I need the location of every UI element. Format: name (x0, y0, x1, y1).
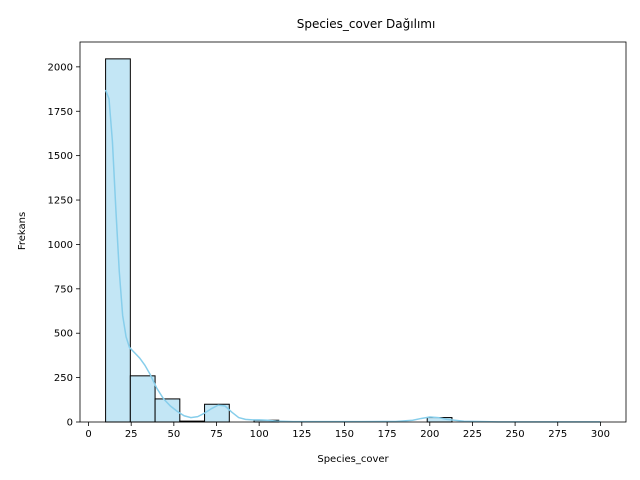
x-tick-label-25: 25 (125, 429, 138, 440)
x-tick-label-275: 275 (548, 429, 567, 440)
x-tick-label-0: 0 (85, 429, 91, 440)
x-axis-label: Species_cover (317, 454, 389, 465)
x-tick-label-100: 100 (250, 429, 269, 440)
x-tick-label-225: 225 (463, 429, 482, 440)
kde-curve (104, 89, 601, 423)
x-tick-label-150: 150 (335, 429, 354, 440)
x-tick-label-125: 125 (292, 429, 311, 440)
x-tick-label-300: 300 (591, 429, 610, 440)
x-tick-label-250: 250 (506, 429, 525, 440)
y-axis-ticks: 0 250 500 750 1000 1250 1500 1750 2000 (48, 62, 80, 429)
y-tick-label-250: 250 (54, 373, 73, 384)
chart-title: Species_cover Dağılımı (297, 17, 436, 31)
x-tick-label-200: 200 (420, 429, 439, 440)
y-tick-label-1500: 1500 (48, 151, 73, 162)
y-tick-label-1750: 1750 (48, 107, 73, 118)
histogram-bars (105, 58, 453, 423)
histogram-bar-1 (129, 375, 156, 423)
y-tick-label-0: 0 (67, 418, 73, 429)
y-tick-label-750: 750 (54, 284, 73, 295)
plot-frame (79, 41, 627, 423)
y-tick-label-1250: 1250 (48, 196, 73, 207)
kde-curve-group (104, 89, 601, 423)
y-axis-label: Frekans (17, 212, 28, 250)
x-axis-ticks: 0 25 50 75 100 125 150 175 200 225 250 275 300 (85, 422, 610, 440)
y-tick-label-2000: 2000 (48, 62, 73, 73)
y-tick-label-500: 500 (54, 329, 73, 340)
y-tick-label-1000: 1000 (48, 240, 73, 251)
x-tick-label-75: 75 (210, 429, 223, 440)
x-tick-label-175: 175 (378, 429, 397, 440)
x-tick-label-50: 50 (167, 429, 180, 440)
